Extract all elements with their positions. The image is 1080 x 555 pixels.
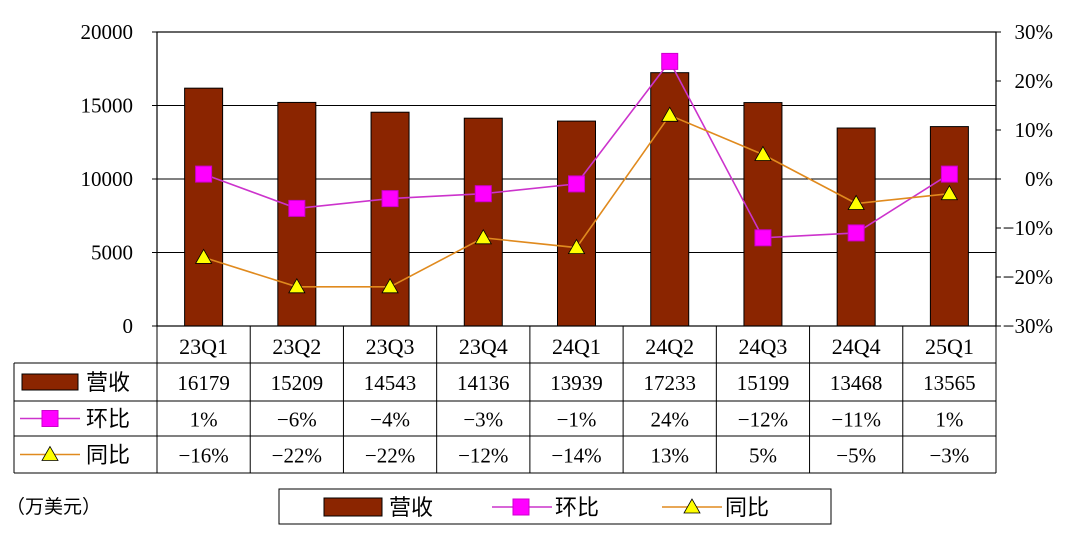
revenue-value: 16179 — [177, 371, 230, 395]
data-table: 23Q1 23Q2 23Q3 23Q4 24Q1 24Q2 24Q3 24Q4 25Q1 营收环比… — [13, 326, 997, 474]
table-yoy-key-marker — [41, 445, 59, 461]
revenue-value: 13939 — [550, 371, 603, 395]
yoy-marker — [661, 106, 679, 122]
revenue-value: 17233 — [643, 371, 696, 395]
yoy-marker — [567, 238, 586, 255]
table-mom-key-marker — [41, 410, 59, 427]
mom-value: −12% — [738, 408, 788, 432]
revenue-bar — [184, 87, 224, 327]
category-label: 24Q3 — [738, 334, 787, 359]
mom-value: 1% — [190, 408, 218, 432]
yoy-marker — [847, 194, 865, 210]
mom-value: −4% — [370, 408, 410, 432]
right-axis-tick-label: −20% — [1003, 265, 1053, 289]
table-revenue-key — [21, 373, 79, 391]
revenue-value: 13468 — [830, 371, 883, 395]
unit-note: （万美元） — [6, 496, 101, 518]
left-axis-tick-label: 10000 — [81, 167, 134, 191]
right-axis-tick-label: 20% — [1015, 69, 1054, 93]
right-axis-tick-label: −10% — [1003, 216, 1053, 240]
revenue-bar — [557, 120, 596, 327]
table-revenue-name: 营收 — [86, 371, 130, 396]
mom-marker — [940, 165, 958, 183]
yoy-value: 5% — [749, 444, 777, 468]
mom-value: −3% — [463, 408, 503, 432]
category-label: 23Q1 — [179, 334, 228, 359]
legend-mom-key-marker — [512, 498, 530, 516]
yoy-value: −22% — [272, 444, 322, 468]
legend-revenue-key — [323, 497, 383, 517]
mom-value: −1% — [557, 408, 597, 432]
yoy-marker — [288, 277, 306, 294]
revenue-bar — [370, 111, 410, 327]
category-label: 24Q4 — [832, 334, 881, 359]
category-label: 25Q1 — [925, 334, 974, 359]
mom-marker — [288, 199, 306, 217]
right-axis-tick-label: 10% — [1015, 118, 1054, 142]
category-label: 24Q1 — [552, 334, 601, 359]
yoy-marker — [194, 248, 213, 264]
yoy-marker — [474, 228, 492, 245]
yoy-value: −5% — [836, 444, 876, 468]
yoy-value: 13% — [650, 444, 689, 468]
mom-marker — [195, 165, 213, 183]
mom-value: 24% — [650, 408, 689, 432]
yoy-value: −16% — [178, 444, 228, 468]
yoy-marker — [940, 184, 959, 201]
lines-layer — [194, 52, 959, 294]
category-label: 23Q4 — [459, 334, 508, 359]
left-axis-tick-label: 5000 — [91, 241, 133, 265]
right-axis-tick-label: 30% — [1015, 20, 1054, 44]
axes-layer: 0 5000 10000 15000 20000 −30% −20% −10% 0% 10% 20%… — [81, 20, 1054, 338]
mom-marker — [381, 190, 399, 208]
mom-value: 1% — [935, 408, 963, 432]
revenue-bar — [463, 117, 503, 327]
category-label: 23Q2 — [272, 334, 321, 359]
legend-yoy-label: 同比 — [725, 496, 769, 521]
yoy-value: −3% — [929, 444, 969, 468]
legend-mom-label: 环比 — [555, 496, 599, 521]
category-label: 23Q3 — [366, 334, 415, 359]
revenue-bar — [929, 126, 969, 327]
left-axis-tick-label: 0 — [123, 314, 134, 338]
mom-marker — [754, 229, 772, 247]
mom-value: −6% — [277, 408, 317, 432]
revenue-value: 13565 — [923, 371, 976, 395]
revenue-value: 14543 — [364, 371, 417, 395]
mom-marker — [847, 224, 865, 242]
yoy-marker — [754, 145, 772, 161]
mom-value: −11% — [831, 408, 881, 432]
left-axis-tick-label: 15000 — [81, 94, 134, 118]
legend-yoy-key-marker — [683, 498, 701, 514]
category-label: 24Q2 — [645, 334, 694, 359]
right-axis-tick-label: −30% — [1003, 314, 1053, 338]
table-yoy-name: 同比 — [86, 444, 130, 469]
mom-marker — [568, 175, 585, 193]
table-mom-name: 环比 — [86, 408, 130, 433]
legend: 营收 环比 同比 — [278, 488, 832, 525]
revenue-value: 14136 — [457, 371, 510, 395]
yoy-value: −14% — [551, 444, 601, 468]
left-axis-tick-label: 20000 — [81, 20, 134, 44]
yoy-marker — [381, 277, 399, 294]
mom-marker — [661, 52, 679, 70]
legend-revenue-label: 营收 — [389, 496, 433, 521]
yoy-value: −22% — [365, 444, 415, 468]
revenue-value: 15209 — [271, 371, 324, 395]
yoy-value: −12% — [458, 444, 508, 468]
revenue-value: 15199 — [737, 371, 790, 395]
right-axis-tick-label: 0% — [1025, 167, 1053, 191]
mom-marker — [474, 185, 492, 203]
